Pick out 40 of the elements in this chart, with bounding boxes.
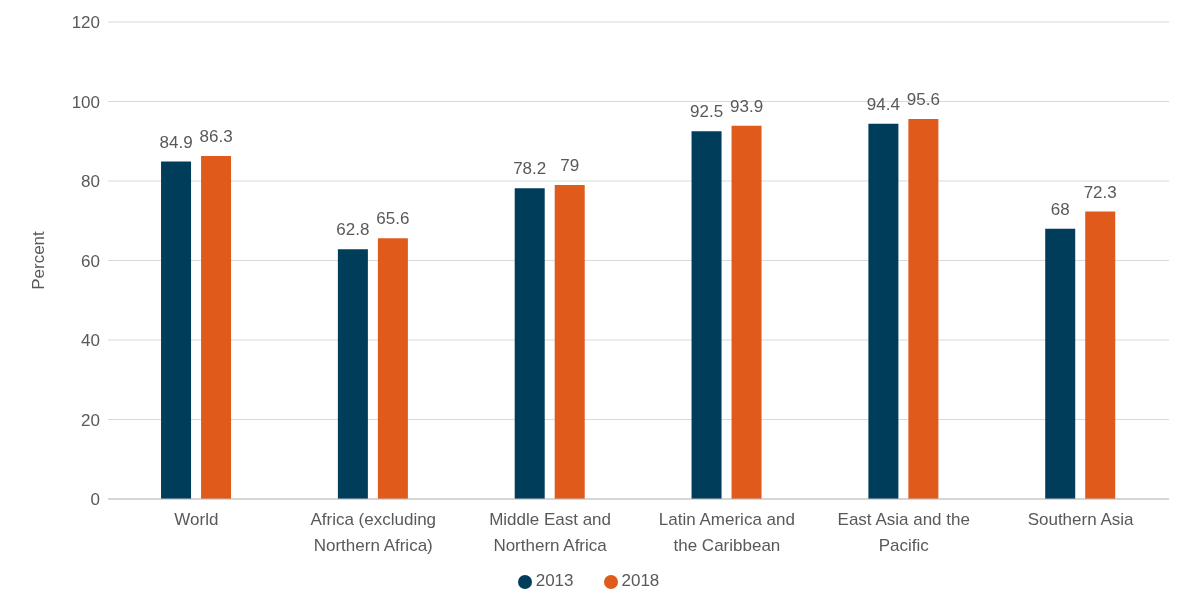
- y-tick-label: 80: [81, 172, 100, 192]
- data-label: 79: [560, 155, 580, 175]
- x-tick-label: Southern Asia: [1027, 510, 1135, 529]
- data-label: 65.6: [376, 209, 410, 229]
- data-label: 92.5: [690, 102, 724, 122]
- bar: [908, 118, 939, 499]
- y-tick-label: 20: [81, 410, 100, 430]
- x-tick-label: Middle East and Northern Africa: [489, 510, 612, 555]
- y-tick-label: 100: [71, 92, 100, 112]
- bar: [377, 238, 408, 499]
- y-tick-label: 120: [71, 13, 100, 33]
- data-label: 93.9: [730, 96, 764, 116]
- data-label: 94.4: [866, 94, 900, 114]
- data-label: 78.2: [513, 159, 547, 179]
- bar: [201, 155, 232, 499]
- y-tick-label: 60: [81, 251, 100, 271]
- bar: [691, 131, 722, 499]
- data-label: 62.8: [336, 220, 370, 240]
- x-tick-label: East Asia and the Pacific: [837, 510, 970, 555]
- x-tick-label: Africa (excluding Northern Africa): [310, 510, 437, 555]
- data-label: 95.6: [906, 89, 940, 109]
- legend-label: 2013: [535, 571, 574, 590]
- bar: [1045, 228, 1076, 499]
- bar: [731, 125, 762, 499]
- x-tick-label: Latin America and the Caribbean: [658, 510, 795, 555]
- y-tick-label: 0: [90, 490, 100, 510]
- bar: [514, 188, 545, 499]
- bar: [161, 161, 192, 499]
- bar: [337, 249, 368, 499]
- x-tick-label: World: [174, 510, 219, 529]
- y-axis-title: Percent: [29, 230, 49, 290]
- bar: [1085, 211, 1116, 499]
- data-label: 86.3: [199, 126, 233, 146]
- bar: [868, 123, 899, 499]
- data-label: 72.3: [1083, 182, 1117, 202]
- y-tick-label: 40: [81, 331, 100, 351]
- bar: [554, 184, 585, 499]
- data-label: 84.9: [159, 132, 193, 152]
- legend-label: 2018: [621, 571, 660, 590]
- data-label: 68: [1050, 199, 1070, 219]
